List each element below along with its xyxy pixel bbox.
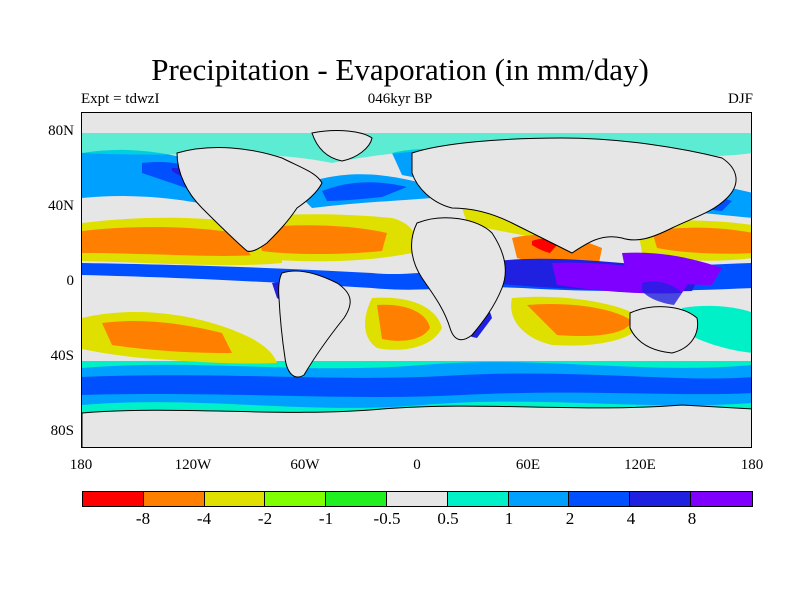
colorbar-label: 1 [504, 509, 514, 528]
new-guinea-rain [642, 281, 682, 305]
colorbar-label: 8 [687, 509, 697, 528]
map-title: Precipitation - Evaporation (in mm/day) [151, 52, 649, 87]
y-tick-40n: 40N [48, 198, 74, 214]
x-tick-60w: 60W [290, 457, 320, 473]
pe-field-map [82, 113, 751, 447]
south-pacific-dry-core [102, 321, 232, 353]
x-tick-120w: 120W [174, 457, 212, 473]
time-label: 046kyr BP [367, 91, 433, 107]
map-panel [81, 112, 752, 448]
colorbar-label: -0.5 [373, 509, 401, 528]
season-label: DJF [727, 91, 753, 107]
colorbar-label: -2 [257, 509, 273, 528]
southern-storm-core [82, 373, 751, 397]
colorbar-label: 4 [626, 509, 636, 528]
x-tick-120e: 120E [624, 457, 656, 473]
colorbar-label: -1 [318, 509, 334, 528]
color-swatch [83, 492, 144, 506]
y-tick-80s: 80S [50, 423, 74, 439]
colorbar [82, 491, 753, 507]
x-tick-0: 0 [413, 457, 421, 473]
y-tick-80n: 80N [48, 123, 74, 139]
colorbar-label: 0.5 [437, 509, 459, 528]
experiment-label: Expt = tdwzI [81, 91, 160, 107]
x-tick-60e: 60E [515, 457, 541, 473]
south-indian-dry-core [527, 303, 632, 337]
colorbar-label: -8 [135, 509, 151, 528]
colorbar-label: -4 [196, 509, 212, 528]
color-swatch [326, 492, 387, 506]
north-atlantic-core [322, 182, 407, 201]
color-swatch [447, 492, 509, 506]
color-swatch [204, 492, 266, 506]
coastlines [82, 130, 751, 447]
color-swatch [386, 492, 448, 506]
color-swatch [143, 492, 205, 506]
color-swatch [630, 492, 691, 506]
south-atlantic-dry-core [377, 304, 430, 341]
south-pacific-east-band [682, 305, 751, 353]
x-tick-180w: 180 [69, 457, 93, 473]
colorbar-label: 2 [565, 509, 575, 528]
west-pacific-dry-core [652, 227, 751, 254]
north-atlantic-dry-core [257, 225, 387, 254]
color-swatch [265, 492, 327, 506]
color-swatch [508, 492, 570, 506]
color-swatch [690, 492, 752, 506]
maritime-continent-rain [622, 252, 722, 285]
x-tick-180e: 180 [740, 457, 764, 473]
y-tick-40s: 40S [50, 348, 74, 364]
north-pacific-dry-core [82, 227, 262, 256]
y-tick-0: 0 [66, 273, 75, 289]
color-swatch [569, 492, 631, 506]
